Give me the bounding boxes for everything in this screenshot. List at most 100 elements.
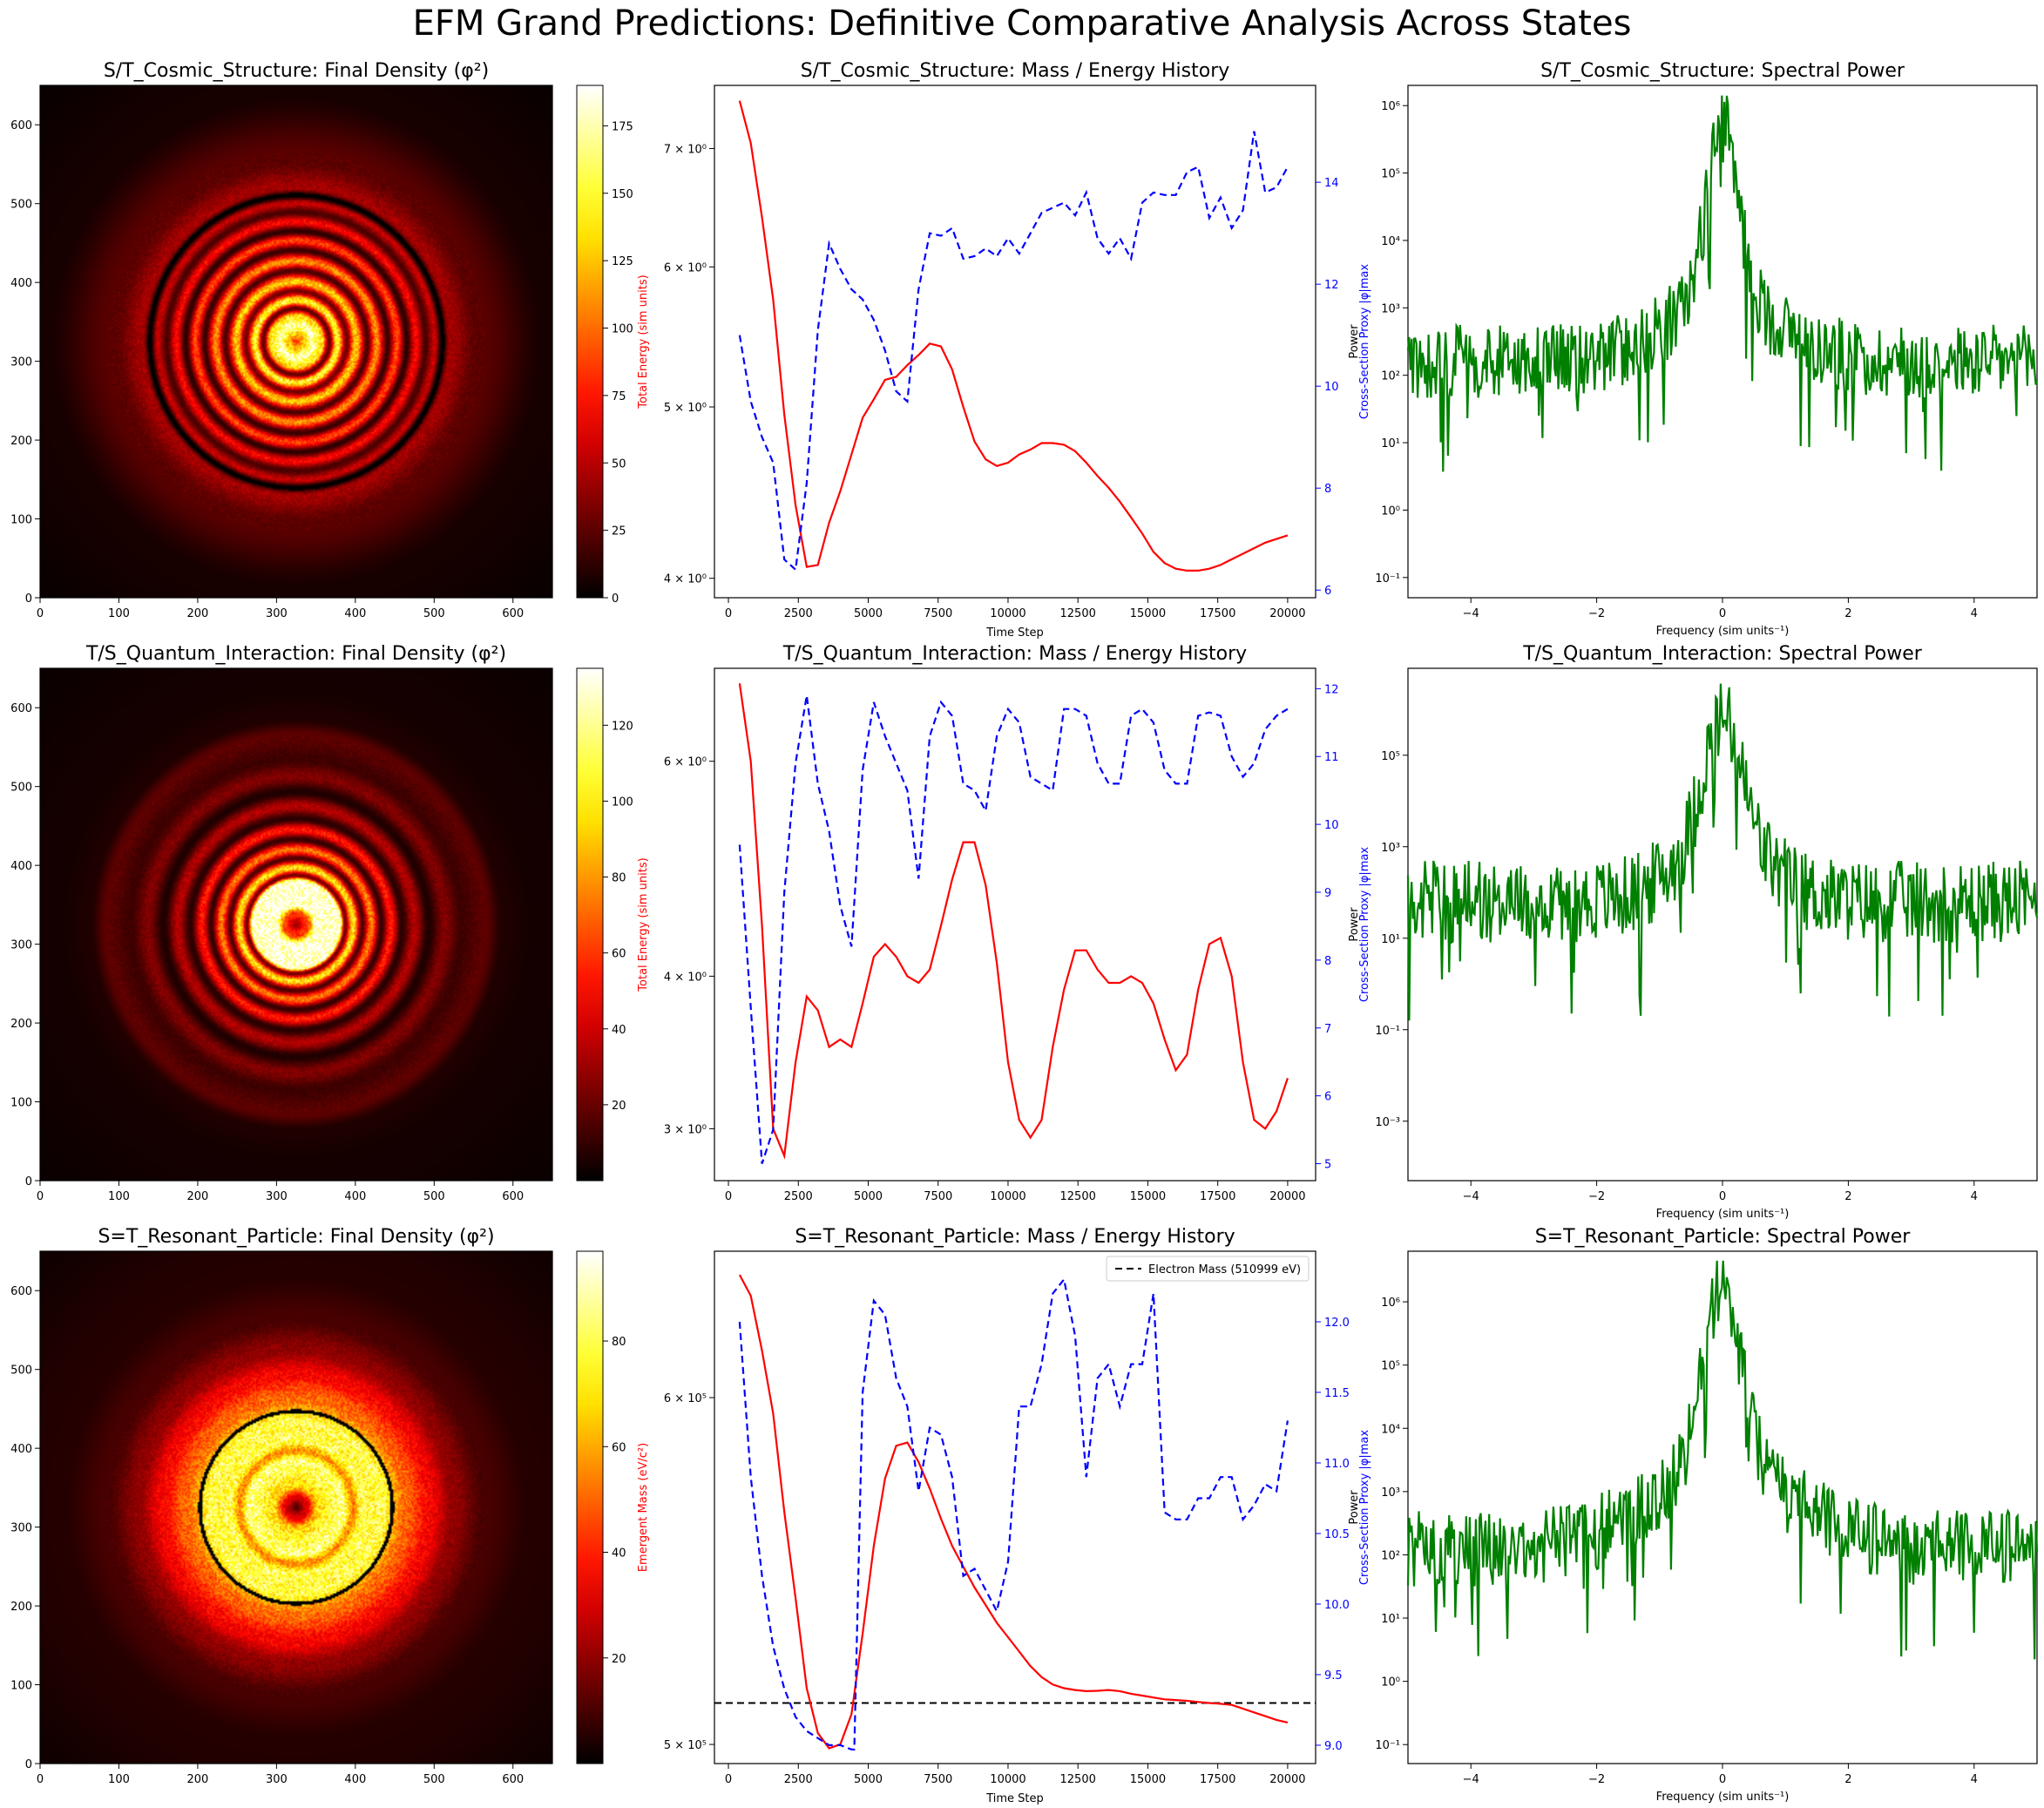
x-tick-label: 200 — [187, 1773, 209, 1786]
y-tick-label: 4 × 10⁰ — [664, 573, 707, 586]
panel-6: T/S_Quantum_Interaction: Spectral Power −… — [1348, 643, 2039, 1221]
x-tick-label: 5000 — [854, 1190, 883, 1203]
colorbar-tick-label: 60 — [612, 948, 626, 961]
colorbar-tick-label: 20 — [612, 1100, 626, 1113]
y-axis-label: Total Energy (sim units) — [637, 857, 650, 992]
panel-title: S/T_Cosmic_Structure: Mass / Energy Hist… — [801, 60, 1230, 82]
x-tick-label: 7500 — [924, 1773, 952, 1786]
y-tick-label: 300 — [10, 939, 32, 952]
panel-title: S=T_Resonant_Particle: Spectral Power — [1535, 1226, 1912, 1248]
y-tick-label: 3 × 10⁰ — [664, 1123, 707, 1136]
y2-tick-label: 5 — [1324, 1159, 1331, 1172]
panel-title: T/S_Quantum_Interaction: Spectral Power — [1522, 643, 1923, 665]
density-heatmap — [40, 668, 552, 1181]
x-tick-label: 20000 — [1269, 1773, 1305, 1786]
colorbar-tick-label: 0 — [612, 593, 619, 606]
x-tick-label: 500 — [423, 1190, 445, 1203]
y-axis-label: Power — [1348, 1490, 1361, 1525]
y2-tick-label: 11.5 — [1324, 1387, 1350, 1400]
y-tick-label: 500 — [10, 199, 32, 212]
panel-title: S=T_Resonant_Particle: Final Density (φ²… — [98, 1226, 494, 1248]
y2-tick-label: 10 — [1324, 819, 1339, 832]
panel-title: S=T_Resonant_Particle: Mass / Energy His… — [795, 1226, 1235, 1248]
x-tick-label: 15000 — [1130, 1190, 1166, 1203]
y-tick-label: 100 — [10, 1680, 32, 1693]
x-tick-label: 7500 — [924, 1190, 952, 1203]
y-tick-label: 500 — [10, 782, 32, 795]
x-tick-label: 10000 — [990, 1190, 1025, 1203]
x-tick-label: 600 — [502, 607, 524, 620]
y2-tick-label: 9.5 — [1324, 1669, 1343, 1683]
colorbar — [576, 667, 604, 1182]
x-tick-label: −2 — [1588, 1190, 1605, 1203]
x-tick-label: 400 — [344, 607, 366, 620]
x-axis-label: Frequency (sim units⁻¹) — [1656, 625, 1790, 638]
x-tick-label: 4 — [1971, 1190, 1978, 1203]
plot-frame — [39, 667, 553, 1182]
x-tick-label: 12500 — [1060, 1190, 1096, 1203]
y-tick-label: 10⁵ — [1381, 168, 1400, 181]
y2-tick-label: 12 — [1324, 279, 1339, 292]
y2-axis-label: Cross-Section Proxy |φ|max — [1358, 1430, 1371, 1585]
colorbar-tick-label: 100 — [612, 796, 633, 809]
x-tick-label: 7500 — [924, 607, 952, 620]
y2-tick-label: 6 — [1324, 1091, 1331, 1104]
y-tick-label: 10³ — [1381, 1486, 1400, 1500]
colorbar-tick-label: 40 — [612, 1547, 626, 1561]
y-tick-label: 10⁰ — [1381, 504, 1400, 518]
y-tick-label: 200 — [10, 1601, 32, 1614]
x-tick-label: 2 — [1844, 607, 1851, 620]
y-tick-label: 0 — [25, 593, 32, 606]
x-tick-label: 12500 — [1060, 1773, 1096, 1786]
y2-axis-label: Cross-Section Proxy |φ|max — [1358, 847, 1371, 1002]
x-tick-label: 10000 — [990, 607, 1025, 620]
y-tick-label: 400 — [10, 277, 32, 290]
y-tick-label: 10⁻³ — [1375, 1116, 1400, 1129]
density-heatmap — [40, 1251, 552, 1764]
y-tick-label: 10⁵ — [1381, 1360, 1400, 1373]
x-tick-label: 0 — [725, 1190, 732, 1203]
x-tick-label: −4 — [1463, 1773, 1479, 1786]
y2-tick-label: 14 — [1324, 177, 1339, 190]
y-tick-label: 400 — [10, 860, 32, 873]
density-heatmap — [40, 85, 552, 598]
colorbar-tick-label: 125 — [612, 255, 633, 268]
x-tick-label: 200 — [187, 607, 209, 620]
energy-series-line — [738, 683, 1289, 1160]
y-tick-label: 10² — [1381, 370, 1400, 383]
y-tick-label: 6 × 10⁵ — [664, 1392, 707, 1405]
spectrum-line — [1406, 1260, 2039, 1660]
x-tick-label: 100 — [108, 1190, 130, 1203]
x-tick-label: 15000 — [1130, 607, 1166, 620]
proxy-series-line — [738, 695, 1289, 1164]
y-tick-label: 10⁶ — [1381, 1297, 1400, 1310]
y-tick-label: 10⁴ — [1381, 1423, 1400, 1436]
colorbar-tick-label: 80 — [612, 1336, 626, 1349]
x-tick-label: 2500 — [784, 1190, 813, 1203]
plot-frame — [1407, 1250, 2038, 1764]
y-tick-label: 10³ — [1381, 302, 1400, 315]
y-tick-label: 6 × 10⁰ — [664, 756, 707, 769]
y-tick-label: 6 × 10⁰ — [664, 261, 707, 274]
panel-7: S=T_Resonant_Particle: Final Density (φ²… — [10, 1226, 626, 1786]
y-tick-label: 300 — [10, 356, 32, 369]
y2-tick-label: 9 — [1324, 887, 1331, 900]
x-tick-label: 0 — [725, 607, 732, 620]
x-tick-label: 0 — [1719, 1190, 1726, 1203]
x-tick-label: 0 — [37, 1773, 44, 1786]
colorbar-tick-label: 175 — [612, 120, 633, 133]
y2-tick-label: 7 — [1324, 1023, 1331, 1036]
x-tick-label: 300 — [266, 1773, 288, 1786]
y-tick-label: 10³ — [1381, 842, 1400, 855]
colorbar-tick-label: 100 — [612, 323, 633, 336]
y-tick-label: 600 — [10, 702, 32, 715]
legend-label: Electron Mass (510999 eV) — [1148, 1263, 1301, 1276]
x-tick-label: 2500 — [784, 607, 813, 620]
colorbar-tick-label: 150 — [612, 188, 633, 201]
x-tick-label: 300 — [266, 607, 288, 620]
y-axis-label: Total Energy (sim units) — [637, 274, 650, 409]
y2-tick-label: 8 — [1324, 483, 1331, 496]
y-tick-label: 0 — [25, 1758, 32, 1771]
panel-8: S=T_Resonant_Particle: Mass / Energy His… — [637, 1226, 1371, 1805]
